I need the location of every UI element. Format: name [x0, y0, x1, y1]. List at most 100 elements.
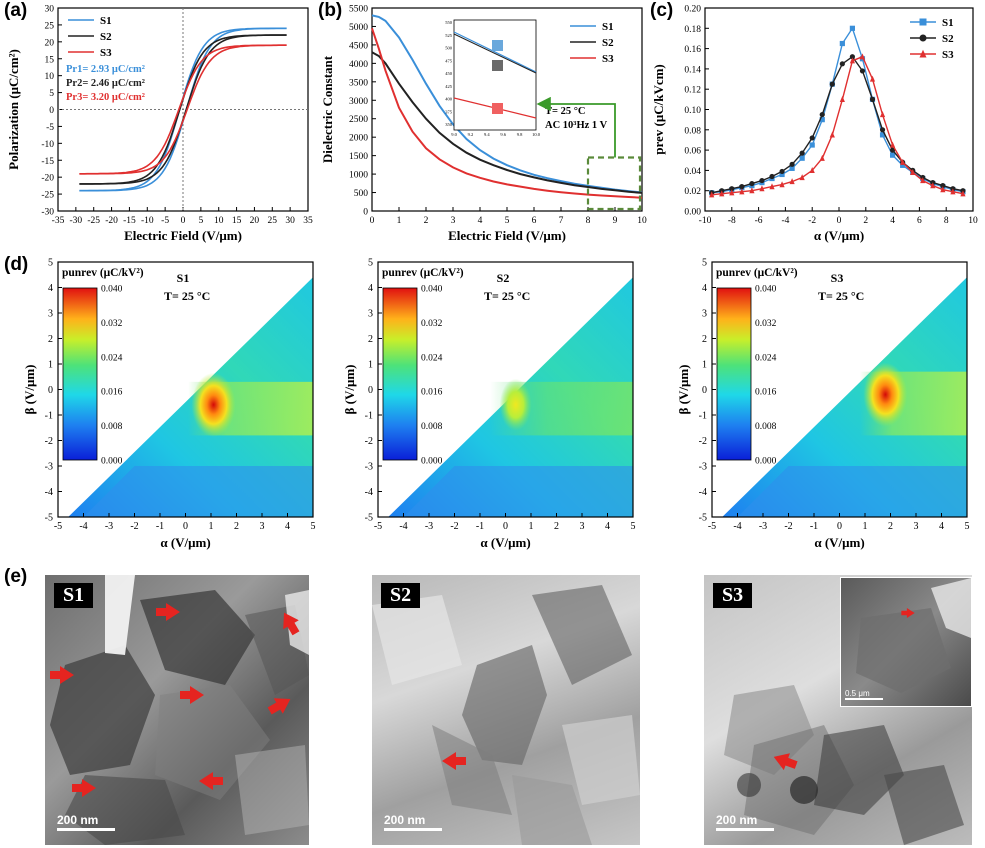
- data-point-s2: [769, 173, 775, 180]
- scale-bar-s2: 200 nm: [384, 813, 442, 831]
- legend-label-s3: S3: [100, 47, 112, 59]
- y-tick-label: 3500: [349, 78, 368, 88]
- arrow-icon: [72, 779, 96, 797]
- legend-label-s1: S1: [942, 17, 954, 29]
- data-point-s2: [919, 34, 927, 42]
- tem-image-s3: 0.5 μm S3 200 nm: [704, 575, 972, 845]
- x-tick-label: 5: [631, 521, 636, 532]
- arrow-icon: [50, 666, 74, 684]
- inset-y-tick-label: 550: [445, 20, 453, 25]
- x-tick-label: 10: [214, 216, 224, 226]
- legend-label-s1: S1: [602, 21, 614, 33]
- y-tick-label: 1: [368, 360, 373, 371]
- legend-label-s2: S2: [602, 37, 614, 49]
- legend-label-s3: S3: [602, 53, 614, 65]
- y-tick-label: -5: [699, 513, 707, 524]
- arrow-icon: [442, 752, 466, 770]
- heatmap-peak: [499, 378, 532, 431]
- y-tick-label: 0: [48, 385, 53, 396]
- annotation-pr2: Pr2= 2.46 μC/cm²: [66, 78, 145, 89]
- x-tick-label: 6: [532, 216, 537, 226]
- x-tick-label: 10: [968, 216, 978, 226]
- data-point-s3: [900, 158, 906, 165]
- heatmap-title-s1: S1: [177, 271, 190, 285]
- x-tick-label: -20: [105, 216, 118, 226]
- x-tick-label: 0: [837, 521, 842, 532]
- y-tick-label: -3: [365, 462, 373, 473]
- heatmap-title-s3: S3: [831, 271, 844, 285]
- x-tick-label: -4: [781, 216, 789, 226]
- colorbar-tick-label: 0.032: [101, 319, 123, 329]
- legend-label-s1: S1: [100, 15, 112, 27]
- chart-canvas: -35 -30 -25 -20 -15 -10 -5 0 5 10 15 20 25 30 35-30-25…: [6, 5, 978, 551]
- data-point-s3: [789, 178, 795, 185]
- panel-label-c: (c): [650, 0, 674, 21]
- y-tick-label: 0.16: [684, 45, 701, 55]
- x-tick-label: -1: [476, 521, 484, 532]
- colorbar-tick-label: 0.000: [421, 457, 443, 467]
- colorbar-tick-label: 0.016: [421, 388, 443, 398]
- y-tick-label: -4: [365, 487, 373, 498]
- colorbar-title: punrev (μC/kV²): [382, 267, 464, 279]
- colorbar-tick-label: 0.000: [101, 457, 123, 467]
- x-tick-label: 0: [181, 216, 186, 226]
- scale-bar-s1: 200 nm: [57, 813, 115, 831]
- data-point-s1: [900, 162, 906, 168]
- data-point-s3: [919, 49, 927, 58]
- data-point-s3: [890, 141, 896, 148]
- x-tick-label: -4: [79, 521, 87, 532]
- data-point-s3: [950, 188, 956, 195]
- colorbar-title: punrev (μC/kV²): [716, 267, 798, 279]
- tem-label-s1: S1: [54, 583, 94, 608]
- heatmap-low-region: [737, 466, 967, 517]
- y-tick-label: 4: [368, 283, 373, 294]
- x-tick-label: -1: [156, 521, 164, 532]
- arrow-icon: [156, 603, 180, 621]
- x-tick-label: -4: [733, 521, 741, 532]
- x-tick-label: 0: [183, 521, 188, 532]
- x-tick-label: 3: [580, 521, 585, 532]
- x-tick-label: 7: [559, 216, 564, 226]
- data-point-s2: [799, 150, 805, 156]
- inset-ac-label: AC 10³Hz 1 V: [545, 120, 608, 131]
- y-tick-label: 0.14: [684, 65, 701, 75]
- y-tick-label: 0: [363, 208, 368, 218]
- inset-y-tick-label: 425: [445, 84, 453, 89]
- x-tick-label: 5: [198, 216, 203, 226]
- x-axis-label: α (V/μm): [160, 535, 210, 550]
- colorbar-tick-label: 0.040: [755, 285, 777, 295]
- data-point-s3: [779, 181, 785, 188]
- x-axis-label: α (V/μm): [814, 535, 864, 550]
- colorbar-tick-label: 0.032: [421, 319, 443, 329]
- x-tick-label: 1: [863, 521, 868, 532]
- colorbar-tick-label: 0.016: [101, 388, 123, 398]
- data-point-s3: [849, 57, 855, 64]
- data-point-s1: [789, 165, 795, 171]
- x-tick-label: 5: [505, 216, 510, 226]
- tem-grain-texture-s2: [372, 585, 640, 845]
- y-tick-label: -25: [41, 191, 54, 201]
- colorbar-tick-label: 0.040: [421, 285, 443, 295]
- zoom-highlight-box: [586, 156, 642, 211]
- heatmap-peak: [863, 362, 908, 427]
- arrow-icon: [773, 753, 798, 771]
- inset-x-tick-label: 9.0: [451, 132, 457, 137]
- inset-x-tick-label: 10.0: [532, 132, 541, 137]
- x-tick-label: 8: [586, 216, 591, 226]
- x-tick-label: 3: [914, 521, 919, 532]
- data-point-s1: [839, 40, 845, 47]
- x-tick-label: 2: [888, 521, 893, 532]
- inset-marker-s1: [492, 40, 503, 51]
- data-point-s3: [910, 169, 916, 176]
- y-axis-label: prev (μC/kVcm): [651, 64, 666, 155]
- tem-label-s3: S3: [713, 583, 753, 608]
- data-point-s3: [879, 111, 886, 118]
- series-line-s2: [371, 51, 643, 194]
- data-point-s1: [849, 25, 855, 31]
- data-point-s3: [809, 167, 815, 173]
- x-tick-label: 3: [260, 521, 265, 532]
- y-tick-label: -2: [699, 436, 707, 447]
- arrow-icon: [199, 772, 223, 790]
- y-tick-label: -5: [45, 513, 53, 524]
- panel-label-e: (e): [4, 566, 28, 587]
